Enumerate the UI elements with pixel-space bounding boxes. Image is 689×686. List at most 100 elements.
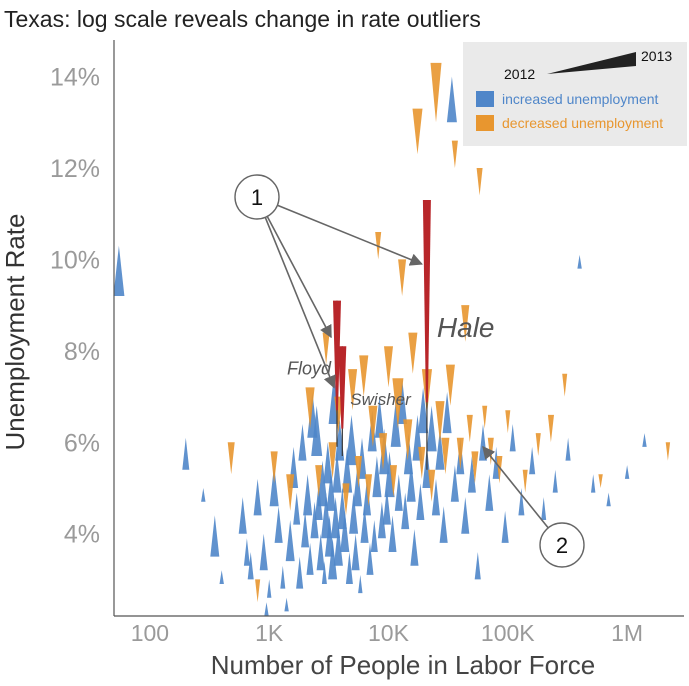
- increased-point: [360, 506, 369, 543]
- highlight-bar-swisher: [338, 346, 347, 429]
- callout-circle-1: [234, 174, 280, 220]
- increased-point: [311, 405, 323, 456]
- decreased-point: [482, 405, 488, 429]
- y-tick-label: 12%: [50, 155, 100, 183]
- increased-point: [362, 478, 371, 516]
- decreased-point: [315, 465, 323, 498]
- increased-point: [394, 474, 403, 511]
- decreased-point: [418, 446, 426, 479]
- callout-arrow: [266, 216, 332, 339]
- increased-point: [301, 510, 310, 548]
- legend: 2012 2013 increased unemployment decreas…: [463, 42, 687, 146]
- county-label-hale: Hale: [437, 312, 495, 343]
- decreased-point: [461, 305, 470, 342]
- increased-point: [377, 501, 386, 539]
- decreased-point: [398, 259, 407, 296]
- legend-year-end: 2013: [641, 48, 672, 64]
- increased-point: [390, 401, 401, 447]
- y-tick-label: 14%: [50, 64, 100, 92]
- increased-point: [310, 501, 319, 539]
- highlight-bar-hale: [422, 200, 431, 403]
- decreased-point: [328, 442, 337, 479]
- decreased-point: [384, 346, 393, 388]
- increased-point: [591, 474, 596, 493]
- x-tick-label: 1K: [255, 620, 284, 646]
- y-axis-label: Unemployment Rate: [0, 214, 30, 451]
- decreased-point: [348, 369, 358, 411]
- legend-year-start: 2012: [504, 66, 535, 82]
- increased-point: [431, 478, 440, 516]
- increased-point: [238, 497, 247, 534]
- y-tick-label: 6%: [64, 429, 100, 457]
- increased-point: [401, 492, 410, 530]
- legend-label-decreased: decreased unemployment: [502, 115, 663, 131]
- decreased-point: [389, 465, 397, 498]
- increased-point: [518, 488, 525, 516]
- increased-point: [269, 465, 279, 507]
- decreased-point: [354, 456, 362, 488]
- increased-point: [467, 456, 476, 493]
- decreased-point: [547, 414, 554, 443]
- callout-number-1: 1: [251, 185, 263, 210]
- y-tick-label: 4%: [64, 521, 100, 549]
- increased-point: [182, 437, 190, 470]
- highlighted-counties: Floyd Swisher Hale: [287, 200, 495, 470]
- decreased-point: [665, 442, 671, 461]
- county-label-floyd: Floyd: [287, 358, 332, 378]
- decreased-point: [305, 387, 315, 429]
- increased-point: [285, 520, 295, 562]
- y-tick-label: 8%: [64, 338, 100, 366]
- decreased-point: [451, 140, 458, 168]
- decreased-point: [322, 332, 330, 365]
- x-axis-label: Number of People in Labor Force: [211, 650, 595, 680]
- highlight-bar-floyd: [333, 300, 341, 411]
- increased-point: [113, 245, 125, 296]
- legend-swatch-increased: [476, 91, 494, 107]
- increased-point: [306, 542, 314, 575]
- increased-point: [461, 497, 470, 534]
- increased-point: [332, 451, 342, 493]
- callouts: 12: [234, 174, 585, 568]
- decreased-point: [430, 62, 442, 123]
- increased-point: [435, 428, 445, 470]
- decreased-point: [441, 437, 450, 475]
- increased-point: [316, 533, 325, 571]
- increased-point: [577, 254, 582, 269]
- callout-number-2: 2: [556, 533, 568, 558]
- increased-point: [345, 552, 353, 584]
- decreased-point: [476, 168, 483, 196]
- decreased-point: [487, 437, 494, 466]
- increased-point: [342, 446, 353, 493]
- increased-point: [474, 552, 481, 580]
- increased-point: [509, 424, 516, 452]
- callout-circle-2: [539, 522, 585, 568]
- decreased-point: [471, 451, 479, 484]
- decreased-point: [403, 419, 413, 461]
- increased-point: [479, 424, 487, 461]
- decreased-point: [342, 483, 350, 516]
- decreased-point: [255, 579, 261, 603]
- callout-arrow: [277, 204, 423, 266]
- increased-point: [253, 478, 262, 516]
- callout-arrow: [482, 445, 549, 529]
- decreased-point: [598, 474, 603, 488]
- y-tick-label: 10%: [50, 246, 100, 274]
- increased-point: [446, 76, 457, 123]
- increased-point: [298, 424, 307, 461]
- increased-point: [247, 552, 254, 580]
- decreased-point: [368, 405, 378, 447]
- x-tick-label: 10K: [368, 620, 410, 646]
- increased-point: [358, 574, 363, 594]
- increased-point: [321, 561, 327, 584]
- y-axis-ticks: 4% 6% 8% 10% 12% 14%: [50, 64, 100, 549]
- increased-point: [351, 533, 360, 571]
- increased-point: [372, 456, 382, 498]
- increased-point: [529, 446, 536, 475]
- increased-point: [374, 396, 384, 438]
- increased-point: [264, 602, 269, 616]
- increased-point: [565, 437, 571, 461]
- legend-wedge-icon: [547, 52, 636, 74]
- decreased-point: [496, 456, 503, 484]
- decreased-point: [270, 451, 278, 484]
